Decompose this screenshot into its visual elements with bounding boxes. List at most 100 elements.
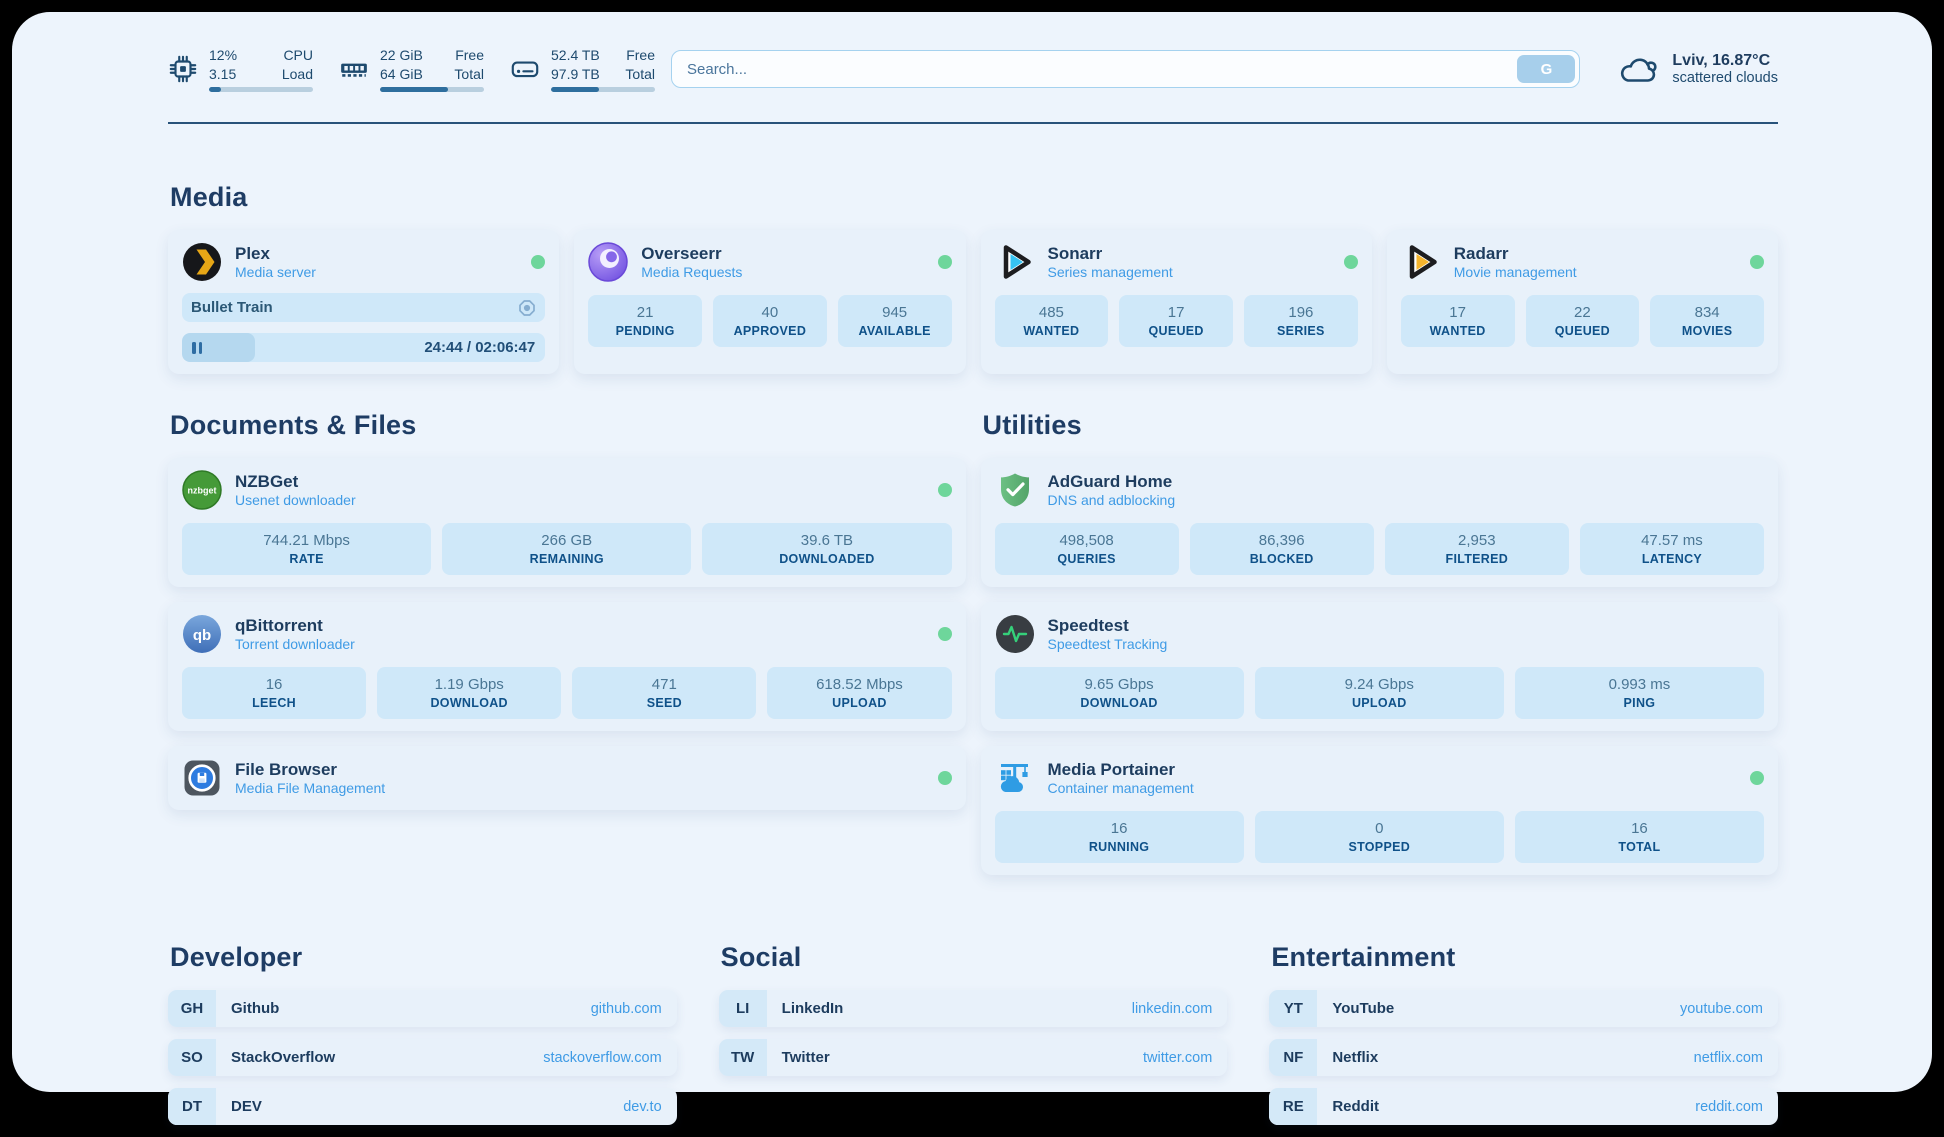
disk-total-value: 97.9 TB bbox=[551, 65, 600, 82]
section-media: Media Plex Media server Bullet Train bbox=[168, 182, 1778, 374]
now-playing-progress-fill bbox=[182, 333, 255, 362]
stat-label: STOPPED bbox=[1348, 840, 1411, 854]
stat-filtered: 2,953 FILTERED bbox=[1384, 523, 1569, 575]
stat-movies: 834 MOVIES bbox=[1650, 295, 1764, 347]
bookmark-youtube[interactable]: YT YouTube youtube.com bbox=[1269, 990, 1778, 1027]
cpu-value: 12% bbox=[209, 47, 238, 64]
nzbget-icon: nzbget bbox=[182, 470, 222, 510]
bookmark-group-entertainment: Entertainment YT YouTube youtube.com NF … bbox=[1269, 942, 1778, 1137]
bookmark-name: Netflix bbox=[1332, 1049, 1379, 1066]
stat-label: QUERIES bbox=[1057, 552, 1116, 566]
sonarr-subtitle: Series management bbox=[1047, 263, 1173, 280]
stat-upload: 618.52 Mbps UPLOAD bbox=[767, 667, 952, 719]
stat-available: 945 AVAILABLE bbox=[837, 295, 952, 347]
stat-value: 0.993 ms bbox=[1608, 676, 1671, 693]
bookmark-twitter[interactable]: TW Twitter twitter.com bbox=[718, 1039, 1228, 1076]
bookmark-abbr: SO bbox=[168, 1039, 216, 1076]
stop-stream-icon[interactable] bbox=[518, 299, 536, 317]
now-playing-progress-bar[interactable]: 24:44 / 02:06:47 bbox=[182, 333, 546, 362]
bookmark-netflix[interactable]: NF Netflix netflix.com bbox=[1269, 1039, 1778, 1076]
stat-value: 16 bbox=[1631, 820, 1648, 837]
stat-latency: 47.57 ms LATENCY bbox=[1579, 523, 1764, 575]
disk-total-label: Total bbox=[625, 65, 655, 82]
plex-status-dot bbox=[531, 255, 546, 269]
bookmark-abbr: LI bbox=[718, 990, 767, 1027]
sonarr-title: Sonarr bbox=[1047, 243, 1103, 263]
card-portainer[interactable]: Media Portainer Container management 16 … bbox=[980, 746, 1778, 875]
ram-progress-fill bbox=[380, 86, 448, 92]
card-adguard[interactable]: AdGuard Home DNS and adblocking 498,508 … bbox=[980, 458, 1778, 587]
card-speedtest[interactable]: Speedtest Speedtest Tracking 9.65 Gbps D… bbox=[980, 602, 1778, 731]
stat-blocked: 86,396 BLOCKED bbox=[1189, 523, 1374, 575]
bookmark-stackoverflow[interactable]: SO StackOverflow stackoverflow.com bbox=[168, 1039, 677, 1076]
card-radarr[interactable]: Radarr Movie management 17 WANTED 22 QUE… bbox=[1386, 230, 1778, 374]
developer-section-title: Developer bbox=[170, 942, 303, 972]
radarr-icon bbox=[1409, 245, 1437, 279]
sonarr-icon bbox=[1003, 245, 1031, 279]
bookmark-url: dev.to bbox=[623, 1098, 662, 1115]
stat-series: 196 SERIES bbox=[1244, 295, 1358, 347]
social-section-title: Social bbox=[720, 942, 802, 972]
stat-remaining: 266 GB REMAINING bbox=[442, 523, 692, 575]
cpu-icon bbox=[169, 55, 197, 83]
radarr-title: Radarr bbox=[1453, 243, 1509, 263]
search-go-button[interactable]: G bbox=[1517, 55, 1576, 83]
resource-widgets: 12% CPU 3.15 Load bbox=[168, 46, 655, 92]
sonarr-status-dot bbox=[1343, 255, 1358, 269]
card-qbittorrent[interactable]: qb qBittorrent Torrent downloader 16 LEE… bbox=[168, 602, 966, 731]
bookmark-dev[interactable]: DT DEV dev.to bbox=[168, 1088, 677, 1125]
bookmark-url: netflix.com bbox=[1693, 1049, 1763, 1066]
adguard-subtitle: DNS and adblocking bbox=[1047, 491, 1176, 508]
qbittorrent-title: qBittorrent bbox=[235, 615, 323, 635]
stat-wanted: 485 WANTED bbox=[994, 295, 1109, 347]
now-playing-time: 24:44 / 02:06:47 bbox=[424, 339, 536, 356]
stat-queries: 498,508 QUERIES bbox=[994, 523, 1179, 575]
weather-location-temp: Lviv, 16.87°C bbox=[1672, 52, 1771, 69]
stat-label: LATENCY bbox=[1641, 552, 1703, 566]
stat-label: MOVIES bbox=[1681, 324, 1733, 338]
section-utilities: Utilities AdGuard Home DNS and adblockin… bbox=[980, 410, 1778, 890]
stat-queued: 17 QUEUED bbox=[1119, 295, 1233, 347]
stat-value: 2,953 bbox=[1458, 532, 1496, 549]
bookmark-url: youtube.com bbox=[1679, 1000, 1763, 1017]
stat-value: 86,396 bbox=[1258, 532, 1305, 549]
qbittorrent-subtitle: Torrent downloader bbox=[235, 635, 355, 652]
stat-seed: 471 SEED bbox=[572, 667, 757, 719]
adguard-title: AdGuard Home bbox=[1047, 471, 1173, 491]
filebrowser-status-dot bbox=[937, 771, 952, 785]
bookmark-linkedin[interactable]: LI LinkedIn linkedin.com bbox=[718, 990, 1228, 1027]
bookmark-name: Reddit bbox=[1332, 1098, 1379, 1115]
bookmark-github[interactable]: GH Github github.com bbox=[168, 990, 677, 1027]
cloud-icon bbox=[1621, 58, 1658, 82]
filebrowser-title: File Browser bbox=[235, 759, 338, 779]
card-overseerr[interactable]: Overseerr Media Requests 21 PENDING 40 A… bbox=[574, 230, 966, 374]
plex-subtitle: Media server bbox=[235, 263, 316, 280]
stat-label: QUEUED bbox=[1554, 324, 1611, 338]
qbittorrent-status-dot bbox=[937, 627, 952, 641]
card-nzbget[interactable]: nzbget NZBGet Usenet downloader 744.21 M… bbox=[168, 458, 966, 587]
stat-label: REMAINING bbox=[529, 552, 604, 566]
stat-value: 22 bbox=[1574, 304, 1591, 321]
stat-value: 16 bbox=[1110, 820, 1128, 837]
stat-value: 1.19 Gbps bbox=[434, 676, 504, 693]
disk-widget: 52.4 TB Free 97.9 TB Total bbox=[510, 46, 655, 92]
stat-label: TOTAL bbox=[1618, 840, 1661, 854]
pause-icon[interactable] bbox=[192, 341, 202, 354]
card-plex[interactable]: Plex Media server Bullet Train bbox=[168, 230, 560, 374]
stat-label: RATE bbox=[289, 552, 324, 566]
stat-label: WANTED bbox=[1429, 324, 1486, 338]
ram-icon bbox=[341, 63, 367, 77]
card-filebrowser[interactable]: File Browser Media File Management bbox=[168, 746, 966, 810]
stat-label: FILTERED bbox=[1445, 552, 1509, 566]
disk-progress-track bbox=[551, 86, 655, 92]
cpu-load-value: 3.15 bbox=[209, 65, 237, 82]
now-playing-title: Bullet Train bbox=[191, 299, 273, 316]
stat-value: 47.57 ms bbox=[1641, 532, 1703, 549]
card-sonarr[interactable]: Sonarr Series management 485 WANTED 17 Q… bbox=[980, 230, 1372, 374]
bookmark-reddit[interactable]: RE Reddit reddit.com bbox=[1269, 1088, 1778, 1125]
search-bar: G bbox=[671, 50, 1581, 88]
search-input[interactable] bbox=[671, 50, 1581, 88]
stat-leech: 16 LEECH bbox=[182, 667, 367, 719]
stat-value: 9.24 Gbps bbox=[1344, 676, 1414, 693]
stat-value: 16 bbox=[265, 676, 283, 693]
